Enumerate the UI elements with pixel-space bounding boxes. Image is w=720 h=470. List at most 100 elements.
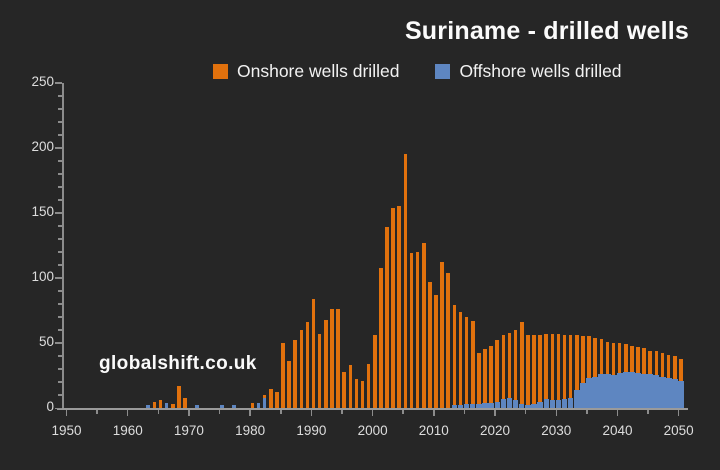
bar-onshore-2005 (403, 154, 408, 408)
bar-onshore-2008 (421, 242, 426, 408)
bar-onshore-2046 (654, 350, 659, 376)
bar-offshore-1963 (146, 405, 151, 408)
chart-legend: Onshore wells drilled Offshore wells dri… (213, 61, 622, 82)
bar-onshore-2036 (593, 337, 597, 377)
bar-offshore-2039 (610, 375, 617, 408)
bar-offshore-2047 (659, 376, 666, 408)
bar-onshore-2000 (373, 335, 377, 408)
x-tick-label: 2050 (663, 423, 694, 438)
bar-onshore-1992 (324, 319, 328, 408)
bar-onshore-1964 (152, 401, 157, 408)
bar-offshore-2033 (573, 389, 580, 408)
x-tick (280, 410, 282, 414)
legend-entry-offshore: Offshore wells drilled (435, 61, 622, 82)
y-tick (55, 212, 62, 214)
bar-offshore-2021 (500, 398, 507, 408)
y-tick (58, 121, 62, 123)
bar-onshore-1983 (268, 388, 273, 408)
bar-offshore-2023 (512, 400, 519, 408)
bar-onshore-2043 (636, 346, 640, 373)
x-tick (96, 410, 98, 414)
y-tick (58, 394, 62, 396)
x-tick (126, 410, 129, 416)
y-tick (58, 160, 62, 162)
bar-onshore-2022 (507, 332, 512, 398)
y-tick (58, 95, 62, 97)
bar-offshore-2035 (585, 378, 593, 408)
bar-offshore-2043 (634, 372, 642, 408)
bar-onshore-2011 (440, 262, 444, 408)
x-tick (65, 410, 68, 416)
bar-onshore-2006 (409, 253, 414, 408)
x-tick-label: 1960 (112, 423, 143, 438)
y-tick (55, 407, 62, 409)
x-tick-label: 1950 (51, 423, 82, 438)
y-tick (58, 173, 62, 175)
bar-onshore-2007 (415, 251, 420, 408)
y-tick-label: 200 (31, 138, 54, 154)
bar-onshore-2009 (428, 281, 432, 408)
bar-offshore-2050 (677, 380, 684, 408)
bar-onshore-1997 (354, 379, 359, 408)
bar-onshore-2026 (532, 335, 536, 405)
onshore-swatch-icon (213, 64, 228, 79)
bar-offshore-2046 (653, 375, 660, 408)
bar-onshore-2013 (452, 305, 457, 406)
y-tick (58, 238, 62, 240)
bar-onshore-2027 (538, 335, 542, 402)
x-tick-label: 2030 (541, 423, 572, 438)
bar-offshore-2037 (598, 374, 605, 408)
x-tick (188, 410, 190, 416)
x-tick (647, 410, 649, 414)
y-tick (58, 355, 62, 357)
bar-onshore-2003 (391, 207, 395, 408)
legend-label-offshore: Offshore wells drilled (459, 61, 622, 81)
bar-onshore-2012 (446, 272, 451, 408)
y-tick (55, 342, 62, 344)
bar-onshore-2031 (562, 335, 567, 399)
bar-onshore-1980 (250, 402, 255, 408)
bar-onshore-1982 (262, 395, 267, 398)
bar-onshore-2033 (575, 335, 579, 390)
bar-offshore-2028 (543, 398, 549, 408)
bar-offshore-2013 (451, 405, 458, 408)
bar-offshore-1966 (164, 402, 169, 408)
bar-onshore-1965 (158, 400, 163, 408)
bar-offshore-2017 (476, 404, 482, 408)
bar-onshore-1999 (366, 363, 371, 408)
bar-onshore-1994 (336, 309, 340, 408)
y-tick (58, 368, 62, 370)
x-tick-label: 1980 (235, 423, 266, 438)
bar-offshore-2029 (549, 400, 556, 408)
bar-onshore-2017 (477, 353, 481, 405)
y-tick (58, 264, 62, 266)
x-tick-label: 2000 (357, 423, 388, 438)
bar-onshore-2028 (544, 333, 548, 399)
x-tick-label: 1990 (296, 423, 327, 438)
bar-offshore-2016 (470, 404, 476, 408)
bar-offshore-2024 (519, 404, 525, 408)
bar-onshore-2044 (642, 348, 646, 375)
y-tick (55, 277, 62, 279)
y-tick (58, 225, 62, 227)
y-tick-label: 100 (31, 268, 54, 284)
bar-onshore-1985 (281, 342, 285, 408)
bar-offshore-2041 (622, 371, 629, 408)
bar-onshore-2039 (611, 342, 616, 376)
bar-onshore-2014 (458, 311, 463, 406)
y-axis-line (62, 83, 64, 408)
x-tick (677, 410, 680, 416)
y-tick (58, 199, 62, 201)
y-tick (58, 303, 62, 305)
bar-offshore-2049 (671, 379, 678, 408)
x-tick (433, 410, 435, 416)
watermark: globalshift.co.uk (99, 353, 257, 374)
x-tick (524, 410, 527, 414)
bar-onshore-2002 (385, 227, 389, 408)
bar-onshore-1998 (360, 380, 365, 408)
bar-onshore-2032 (568, 335, 573, 398)
bar-onshore-2047 (660, 353, 665, 377)
bar-onshore-2034 (581, 336, 585, 384)
y-tick-label: 150 (31, 203, 54, 219)
